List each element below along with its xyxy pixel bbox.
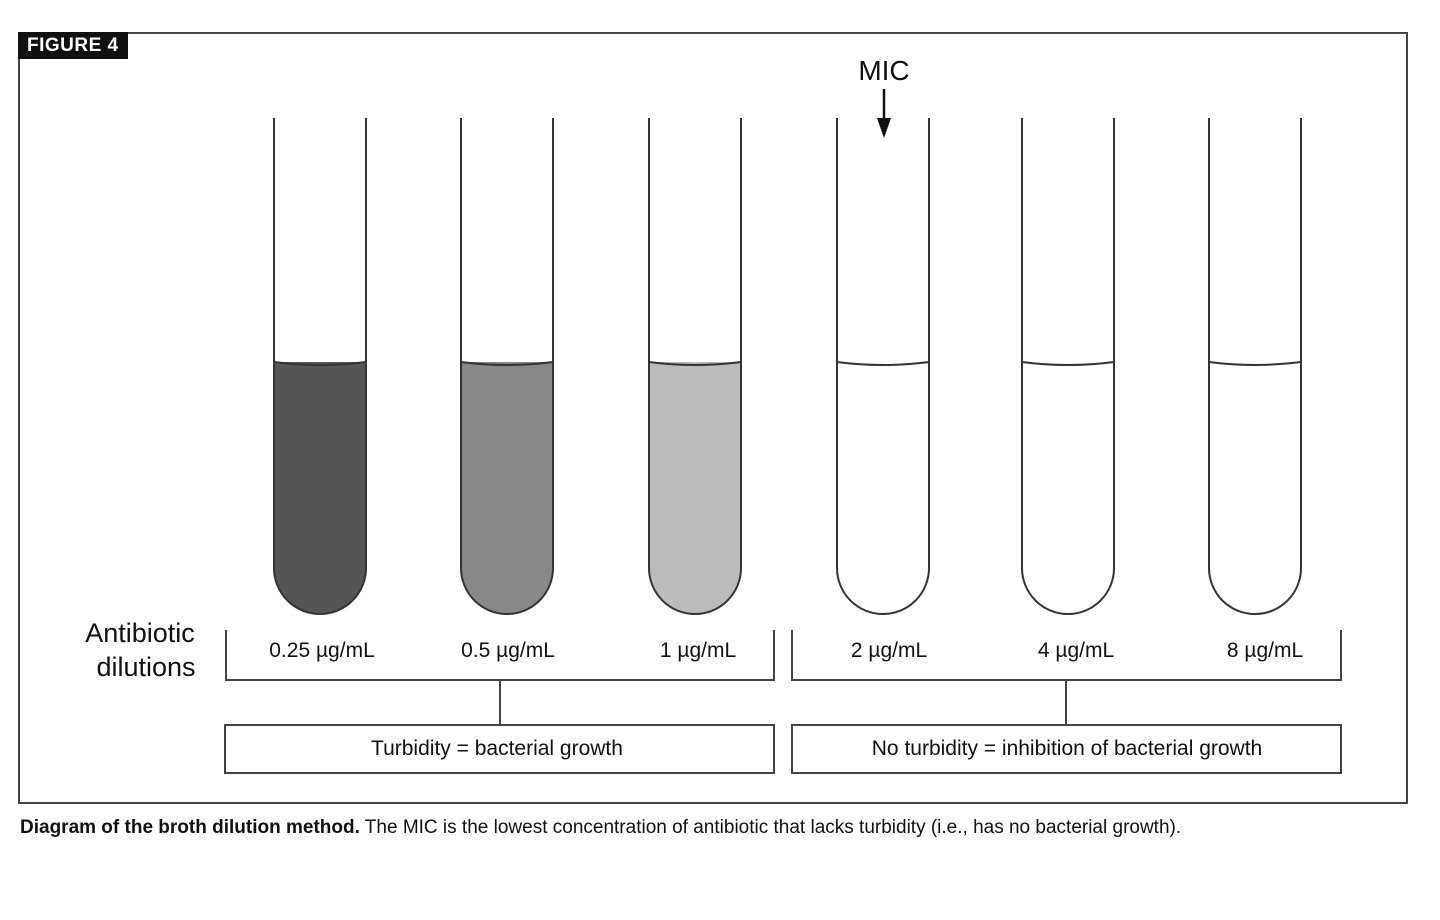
tube-meniscus-3 — [648, 361, 742, 366]
tube-outline-3 — [648, 118, 742, 615]
test-tubes — [273, 118, 1302, 615]
test-tube-2 — [460, 118, 554, 615]
tube-outline-6 — [1208, 118, 1302, 615]
concentration-label-6: 8 µg/mL — [1227, 639, 1303, 662]
tube-liquid-5 — [1022, 362, 1114, 614]
concentration-label-4: 2 µg/mL — [851, 639, 927, 662]
tube-liquid-2 — [461, 362, 553, 614]
tube-liquid-4 — [837, 362, 929, 614]
test-tube-5 — [1021, 118, 1115, 615]
tube-liquid-6 — [1209, 362, 1301, 614]
bracket-growth — [225, 630, 775, 725]
tube-outline-2 — [460, 118, 554, 615]
tube-outline-1 — [273, 118, 367, 615]
result-text-growth: Turbidity = bacterial growth — [371, 737, 623, 760]
concentration-labels: 0.25 µg/mL 0.5 µg/mL 1 µg/mL 2 µg/mL 4 µg/mL… — [269, 639, 1303, 662]
result-text-no-growth: No turbidity = inhibition of bacterial g… — [872, 737, 1262, 760]
figure-label: FIGURE 4 — [18, 32, 128, 59]
concentration-label-2: 0.5 µg/mL — [461, 639, 555, 662]
tube-liquid-3 — [649, 362, 741, 614]
concentration-label-1: 0.25 µg/mL — [269, 639, 375, 662]
result-box-no-growth: No turbidity = inhibition of bacterial g… — [791, 724, 1342, 774]
axis-label-antibiotic: Antibiotic — [85, 618, 195, 648]
test-tube-4 — [836, 118, 930, 615]
bracket-no-growth — [791, 630, 1342, 725]
tube-outline-4 — [836, 118, 930, 615]
tube-meniscus-2 — [460, 361, 554, 366]
mic-label: MIC — [858, 55, 909, 86]
tube-meniscus-1 — [273, 361, 367, 366]
axis-label-dilutions: dilutions — [96, 652, 195, 682]
caption-lead: Diagram of the broth dilution method. — [20, 817, 360, 838]
caption-text: The MIC is the lowest concentration of a… — [359, 817, 1182, 838]
tube-outline-5 — [1021, 118, 1115, 615]
concentration-label-5: 4 µg/mL — [1038, 639, 1114, 662]
tube-meniscus-4 — [836, 361, 930, 366]
figure-frame — [18, 32, 1408, 804]
mic-arrow-icon — [877, 89, 891, 138]
figure-caption: Diagram of the broth dilution method. Th… — [20, 814, 1390, 842]
test-tube-3 — [648, 118, 742, 615]
test-tube-6 — [1208, 118, 1302, 615]
result-box-growth: Turbidity = bacterial growth — [224, 724, 775, 774]
tube-meniscus-6 — [1208, 361, 1302, 366]
tube-liquid-1 — [274, 362, 366, 614]
test-tube-1 — [273, 118, 367, 615]
tube-meniscus-5 — [1021, 361, 1115, 366]
concentration-label-3: 1 µg/mL — [660, 639, 736, 662]
